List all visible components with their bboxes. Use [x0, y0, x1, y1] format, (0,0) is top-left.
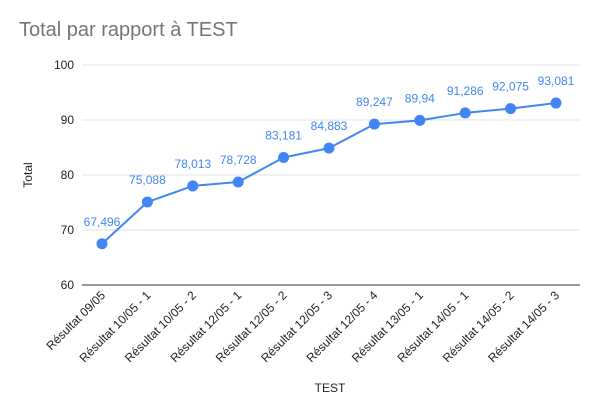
data-label: 91,286 [447, 84, 484, 98]
y-tick-label: 80 [61, 168, 75, 182]
data-label: 75,088 [129, 173, 166, 187]
data-label: 89,247 [356, 95, 393, 109]
data-point [141, 196, 153, 208]
data-point [368, 118, 380, 130]
data-point [232, 176, 244, 188]
data-points [96, 97, 562, 250]
data-point [323, 142, 335, 154]
data-point [96, 238, 108, 250]
y-tick-label: 70 [61, 223, 75, 237]
gridlines [82, 64, 580, 286]
data-label: 67,496 [84, 215, 121, 229]
y-tick-label: 60 [61, 278, 75, 292]
data-label: 92,075 [492, 80, 529, 94]
data-point [550, 97, 562, 109]
y-tick-label: 100 [54, 58, 74, 72]
data-point [187, 180, 199, 192]
data-label: 78,013 [174, 157, 211, 171]
data-point [505, 103, 517, 115]
data-label: 89,94 [405, 91, 435, 105]
data-label: 93,081 [538, 74, 575, 88]
data-label: 78,728 [220, 153, 257, 167]
y-axis-ticks: 60 70 80 90 100 [54, 58, 74, 292]
data-point [414, 114, 426, 126]
data-label: 84,883 [311, 119, 348, 133]
chart-title: Total par rapport à TEST [19, 19, 238, 41]
y-tick-label: 90 [61, 113, 75, 127]
data-label: 83,181 [265, 129, 302, 143]
data-labels: 67,496 75,088 78,013 78,728 83,181 84,883 89,2… [84, 74, 575, 229]
data-point [278, 152, 290, 164]
x-axis-title: TEST [315, 381, 346, 395]
y-axis-title: Total [21, 162, 35, 187]
data-point [459, 107, 471, 119]
